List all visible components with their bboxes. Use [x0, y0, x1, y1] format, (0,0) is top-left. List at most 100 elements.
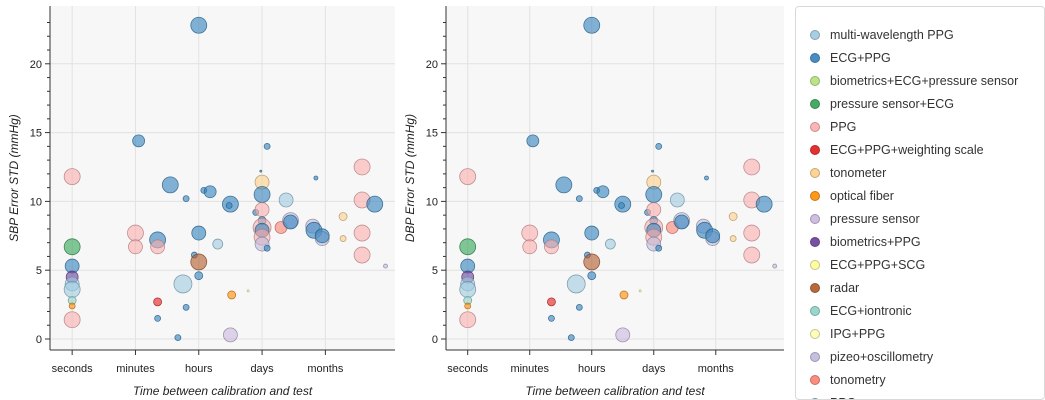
legend-item[interactable]: ECG+iontronic: [796, 299, 1044, 322]
data-point[interactable]: [353, 224, 371, 242]
data-point[interactable]: [522, 239, 538, 255]
data-point[interactable]: [674, 214, 690, 230]
data-point[interactable]: [366, 195, 384, 213]
data-point[interactable]: [212, 238, 224, 250]
legend-item[interactable]: pressure sensor: [796, 207, 1044, 230]
data-point[interactable]: [459, 311, 477, 329]
data-point[interactable]: [182, 303, 190, 311]
data-point[interactable]: [63, 238, 81, 256]
legend-item[interactable]: multi-wavelength PPG: [796, 23, 1044, 46]
legend-item[interactable]: PPG: [796, 115, 1044, 138]
data-point[interactable]: [191, 225, 207, 241]
data-point[interactable]: [283, 214, 298, 230]
data-point[interactable]: [194, 271, 204, 281]
data-point[interactable]: [459, 238, 477, 256]
data-point[interactable]: [338, 212, 348, 221]
legend-item[interactable]: tonometer: [796, 161, 1044, 184]
data-point[interactable]: [174, 334, 182, 342]
data-point[interactable]: [263, 142, 271, 150]
data-point[interactable]: [548, 314, 555, 322]
data-point[interactable]: [150, 239, 166, 255]
data-point[interactable]: [743, 158, 761, 176]
data-point[interactable]: [615, 327, 631, 343]
data-point[interactable]: [63, 311, 81, 329]
data-point[interactable]: [705, 228, 721, 244]
legend-item[interactable]: biometrics+PPG: [796, 230, 1044, 253]
data-point[interactable]: [655, 142, 663, 150]
legend-item[interactable]: PPG: [796, 391, 1044, 399]
data-point[interactable]: [596, 185, 610, 199]
data-point[interactable]: [584, 225, 600, 241]
data-point[interactable]: [669, 192, 685, 208]
data-point[interactable]: [521, 224, 539, 242]
legend-item[interactable]: pizeo+oscillometry: [796, 345, 1044, 368]
data-point[interactable]: [383, 263, 388, 269]
legend-item[interactable]: ECG+PPG: [796, 46, 1044, 69]
data-point[interactable]: [704, 175, 709, 181]
data-point[interactable]: [566, 274, 586, 294]
legend-item[interactable]: biometrics+ECG+pressure sensor: [796, 69, 1044, 92]
data-point[interactable]: [547, 297, 556, 307]
data-point[interactable]: [638, 289, 642, 293]
data-point[interactable]: [203, 185, 217, 199]
data-point[interactable]: [743, 246, 761, 264]
data-point[interactable]: [772, 263, 778, 269]
data-point[interactable]: [132, 134, 146, 148]
data-point[interactable]: [128, 239, 143, 255]
data-point[interactable]: [254, 202, 270, 218]
data-point[interactable]: [544, 239, 559, 255]
data-point[interactable]: [743, 224, 761, 242]
data-point[interactable]: [246, 289, 250, 293]
data-point[interactable]: [526, 134, 540, 148]
data-point[interactable]: [68, 302, 76, 310]
data-point[interactable]: [755, 195, 773, 213]
data-point[interactable]: [127, 224, 144, 242]
data-point[interactable]: [278, 192, 294, 208]
data-point[interactable]: [619, 290, 629, 300]
data-point[interactable]: [618, 202, 625, 209]
data-point[interactable]: [190, 16, 208, 34]
data-point[interactable]: [63, 168, 81, 186]
data-point[interactable]: [459, 168, 477, 186]
data-point[interactable]: [583, 253, 601, 271]
data-point[interactable]: [182, 195, 190, 203]
data-point[interactable]: [575, 195, 583, 203]
data-point[interactable]: [227, 290, 237, 300]
data-point[interactable]: [190, 253, 208, 271]
data-point[interactable]: [575, 303, 583, 311]
data-point[interactable]: [464, 302, 472, 310]
data-point[interactable]: [314, 228, 330, 244]
data-point[interactable]: [645, 186, 663, 203]
data-point[interactable]: [353, 246, 371, 264]
data-point[interactable]: [313, 175, 319, 181]
data-point[interactable]: [555, 176, 573, 194]
data-point[interactable]: [225, 202, 233, 209]
data-point[interactable]: [583, 16, 601, 34]
data-point[interactable]: [655, 244, 663, 252]
data-point[interactable]: [154, 314, 162, 322]
data-point[interactable]: [604, 238, 616, 250]
data-point[interactable]: [253, 186, 271, 203]
data-point[interactable]: [223, 327, 238, 343]
data-point[interactable]: [153, 297, 163, 307]
data-point[interactable]: [259, 169, 263, 173]
data-point[interactable]: [651, 169, 654, 173]
data-point[interactable]: [567, 334, 575, 342]
data-point[interactable]: [646, 202, 662, 218]
legend-item[interactable]: pressure sensor+ECG: [796, 92, 1044, 115]
data-point[interactable]: [728, 212, 738, 221]
legend-item[interactable]: tonometry: [796, 368, 1044, 391]
data-point[interactable]: [339, 235, 347, 242]
data-point[interactable]: [263, 244, 271, 252]
data-point[interactable]: [729, 235, 737, 242]
data-point[interactable]: [173, 274, 193, 294]
data-point[interactable]: [353, 158, 371, 176]
data-point[interactable]: [63, 281, 81, 298]
legend-item[interactable]: IPG+PPG: [796, 322, 1044, 345]
data-point[interactable]: [587, 271, 597, 281]
data-point[interactable]: [161, 176, 179, 194]
legend-item[interactable]: optical fiber: [796, 184, 1044, 207]
data-point[interactable]: [459, 281, 477, 298]
legend-item[interactable]: ECG+PPG+SCG: [796, 253, 1044, 276]
legend-item[interactable]: radar: [796, 276, 1044, 299]
